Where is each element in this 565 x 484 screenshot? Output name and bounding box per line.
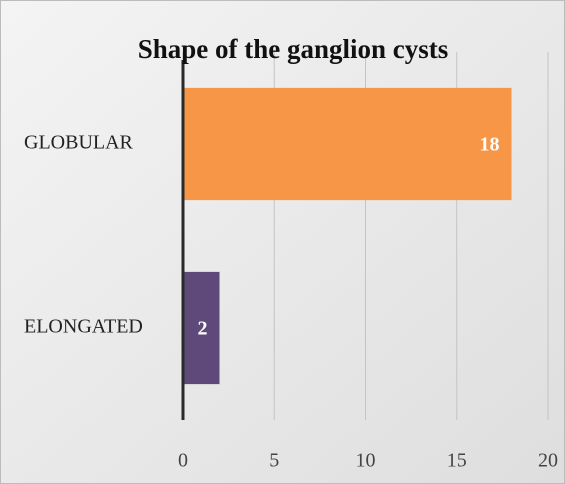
bar	[183, 271, 220, 385]
bar	[183, 87, 512, 201]
y-tick-label: GLOBULAR	[24, 132, 134, 154]
chart-title: Shape of the ganglion cysts	[138, 34, 449, 64]
x-tick-label: 20	[538, 450, 558, 472]
x-tick-label: 15	[447, 450, 467, 472]
value-label: 2	[198, 318, 208, 340]
x-tick-label: 0	[178, 450, 188, 472]
x-tick-label: 10	[356, 450, 376, 472]
value-label: 18	[480, 134, 500, 156]
y-tick-label: ELONGATED	[24, 316, 143, 338]
x-tick-label: 5	[269, 450, 279, 472]
plot-area: 0 5 10 15 20 GLOBULAR 18 ELONGATED 2	[24, 52, 558, 472]
